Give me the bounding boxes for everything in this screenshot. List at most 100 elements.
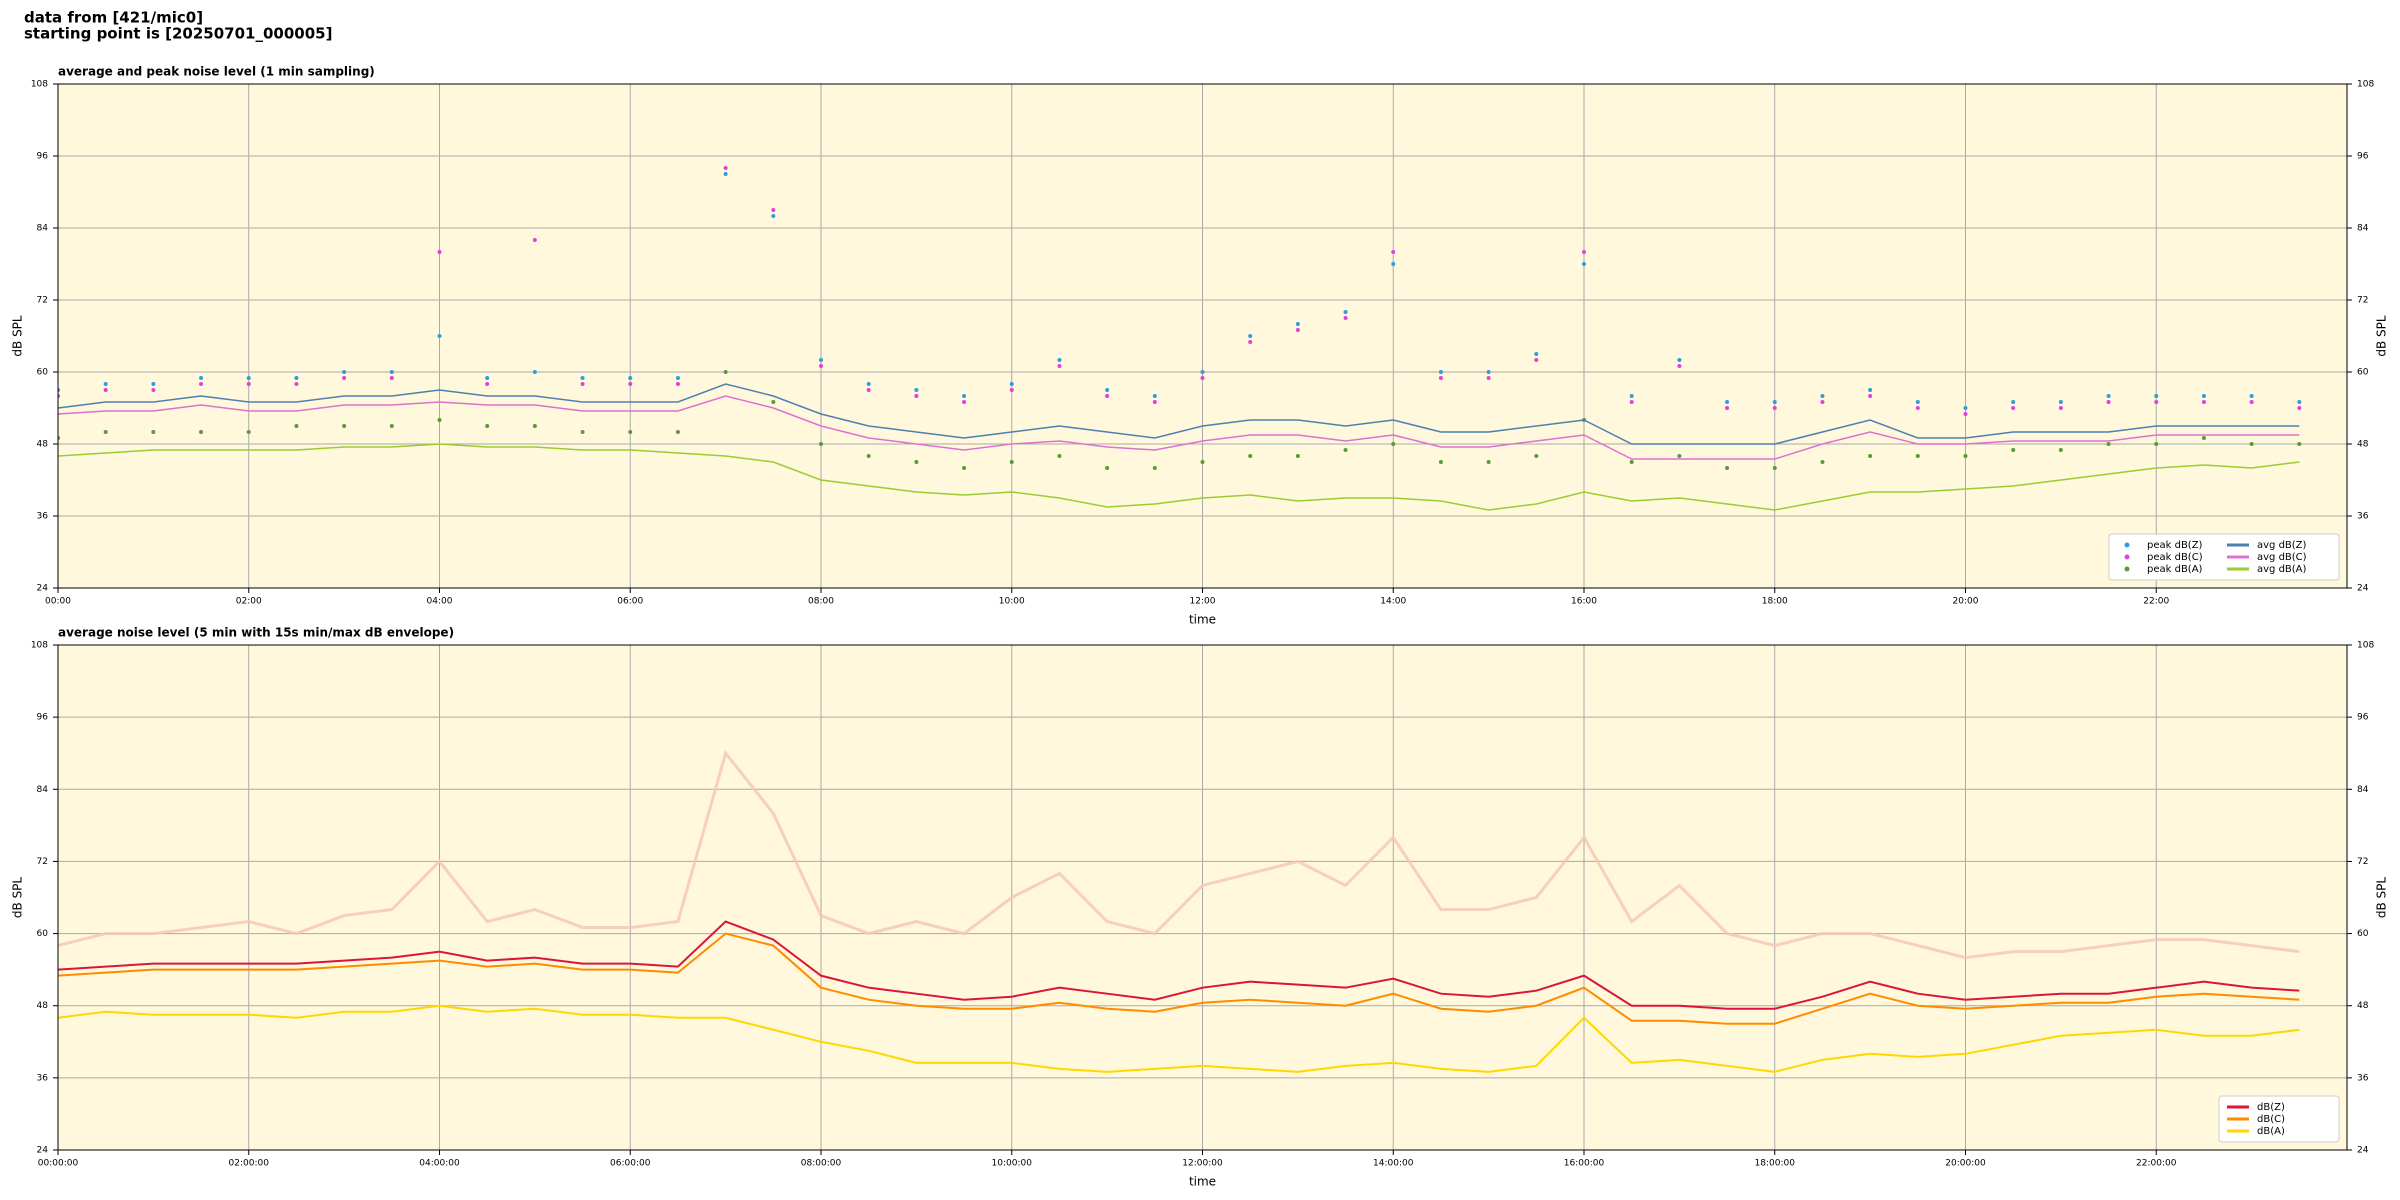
peak-point	[2201, 400, 2206, 404]
peak-point	[1629, 400, 1634, 404]
peak-point	[1152, 400, 1157, 404]
peak-point	[294, 382, 299, 386]
peak-point	[389, 424, 394, 428]
peak-point	[580, 382, 585, 386]
peak-point	[771, 400, 776, 404]
x-axis-label: time	[1189, 613, 1216, 627]
peak-point	[914, 388, 919, 392]
peak-point	[437, 250, 442, 254]
peak-point	[819, 364, 823, 368]
peak-point	[1105, 394, 1110, 398]
peak-point	[914, 394, 919, 398]
y2-tick-label: 24	[2357, 584, 2369, 594]
peak-point	[1534, 358, 1539, 362]
peak-point	[2297, 406, 2302, 410]
peak-point	[199, 430, 204, 434]
peak-point	[389, 370, 394, 374]
peak-point	[580, 430, 585, 434]
legend-box	[2108, 533, 2340, 581]
peak-point	[1772, 406, 1777, 410]
y2-tick-label: 96	[2357, 152, 2369, 162]
header-start: starting point is [20250701_000005]	[24, 25, 332, 43]
peak-point	[485, 376, 490, 380]
peak-point	[1677, 358, 1682, 362]
legend-label: peak dB(Z)	[2147, 540, 2203, 551]
x-tick-label: 22:00	[2143, 597, 2169, 607]
peak-point	[389, 376, 394, 380]
peak-point	[1725, 406, 1730, 410]
peak-point	[103, 430, 108, 434]
peak-point	[103, 382, 108, 386]
peak-point	[1200, 376, 1205, 380]
peak-point	[2154, 442, 2159, 446]
envelope-line	[58, 749, 2300, 960]
peak-point	[628, 376, 633, 380]
y2-tick-label: 72	[2357, 296, 2368, 306]
peak-point	[1438, 370, 1443, 374]
peak-point	[819, 358, 823, 362]
header-source: data from [421/mic0]	[24, 9, 203, 27]
y2-tick-label: 108	[2357, 80, 2374, 90]
peak-point	[2058, 406, 2063, 410]
x-axis-label: time	[1189, 1175, 1216, 1189]
y-tick-label: 48	[37, 1001, 49, 1011]
peak-point	[819, 442, 823, 446]
peak-point	[294, 424, 299, 428]
x-tick-label: 00:00	[45, 597, 71, 607]
peak-point	[1057, 364, 1062, 368]
peak-point	[1677, 364, 1682, 368]
peak-point	[485, 382, 490, 386]
peak-point	[771, 214, 776, 218]
peak-point	[1057, 358, 1062, 362]
peak-point	[723, 172, 728, 176]
x-tick-label: 16:00	[1571, 597, 1597, 607]
x-tick-label: 16:00:00	[1564, 1159, 1605, 1169]
peak-point	[2106, 394, 2111, 398]
peak-point	[1772, 400, 1777, 404]
x-tick-label: 04:00	[427, 597, 453, 607]
y2-tick-label: 48	[2357, 1001, 2369, 1011]
peak-point	[199, 382, 204, 386]
peak-point	[1963, 406, 1968, 410]
peak-point	[962, 394, 967, 398]
y2-tick-label: 84	[2357, 224, 2369, 234]
peak-point	[1963, 412, 1968, 416]
peak-point	[1391, 250, 1396, 254]
legend-label: dB(Z)	[2257, 1102, 2285, 1113]
peak-point	[866, 454, 871, 458]
legend-label: dB(C)	[2257, 1114, 2285, 1125]
peak-point	[151, 388, 156, 392]
x-tick-label: 02:00	[236, 597, 262, 607]
peak-point	[1438, 460, 1443, 464]
peak-point	[1200, 460, 1205, 464]
peak-point	[2249, 394, 2254, 398]
legend-label: avg dB(C)	[2257, 552, 2307, 563]
peak-point	[914, 460, 919, 464]
peak-point	[675, 376, 680, 380]
peak-point	[1343, 310, 1348, 314]
peak-point	[1343, 448, 1348, 452]
peak-point	[532, 424, 537, 428]
peak-point	[866, 388, 871, 392]
peak-point	[1105, 388, 1110, 392]
peak-point	[723, 166, 728, 170]
peak-point	[1438, 376, 1443, 380]
peak-point	[771, 208, 776, 212]
y-tick-label: 24	[37, 1146, 49, 1156]
peak-point	[628, 430, 633, 434]
peak-point	[2011, 448, 2016, 452]
legend-label: peak dB(A)	[2147, 564, 2203, 575]
peak-point	[1486, 460, 1491, 464]
y-tick-label: 60	[37, 368, 49, 378]
peak-point	[342, 424, 347, 428]
peak-point	[2297, 442, 2302, 446]
peak-point	[1057, 454, 1062, 458]
y-tick-label: 72	[37, 857, 48, 867]
peak-point	[675, 430, 680, 434]
y-axis-label: dB SPL	[11, 877, 25, 919]
peak-point	[1486, 376, 1491, 380]
x-tick-label: 14:00:00	[1373, 1159, 1414, 1169]
y2-tick-label: 72	[2357, 857, 2368, 867]
legend-label: avg dB(A)	[2257, 564, 2307, 575]
